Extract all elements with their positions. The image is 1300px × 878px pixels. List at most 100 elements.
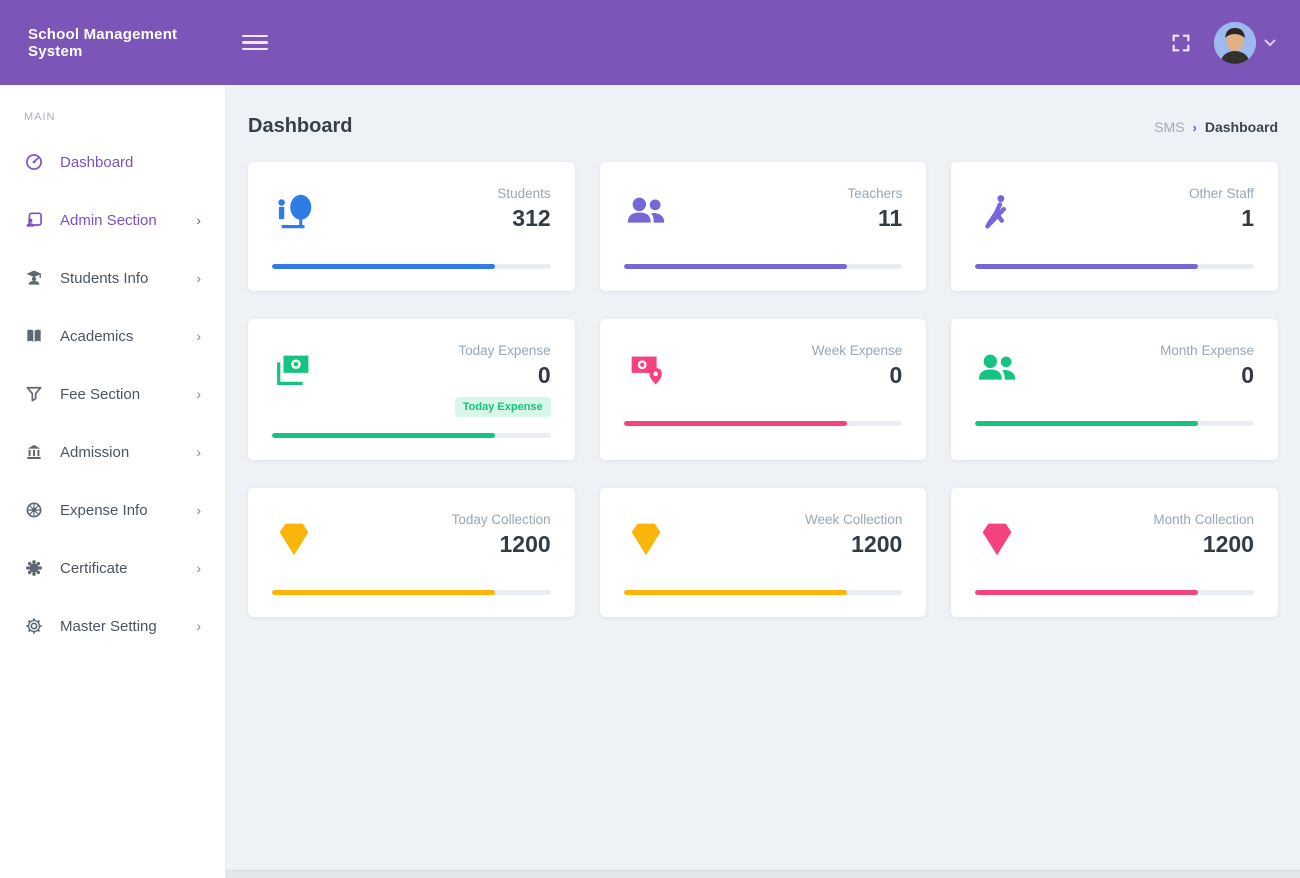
- chevron-right-icon: ›: [196, 212, 201, 228]
- stat-card-other-staff: Other Staff 1: [951, 162, 1278, 291]
- menu-toggle-icon[interactable]: [242, 34, 268, 51]
- chevron-right-icon: ›: [196, 502, 201, 518]
- user-avatar[interactable]: [1214, 21, 1256, 64]
- sidebar-item-label: Admin Section: [60, 211, 157, 229]
- stat-card-students: Students 312: [248, 162, 575, 291]
- people-icon: [624, 190, 670, 236]
- sidebar-item-admin-section[interactable]: Admin Section ›: [0, 191, 225, 249]
- sidebar-item-label: Fee Section: [60, 385, 141, 403]
- sidebar-item-fee-section[interactable]: Fee Section ›: [0, 365, 225, 423]
- progress-fill: [975, 264, 1199, 269]
- stat-card-week-collection: Week Collection 1200: [599, 488, 927, 617]
- stat-value: 1200: [1202, 531, 1254, 557]
- stat-value: 0: [537, 362, 551, 388]
- stat-value: 1200: [499, 531, 551, 557]
- progress-track: [623, 421, 903, 426]
- stat-label: Week Collection: [805, 512, 903, 527]
- funnel-icon: [24, 384, 44, 404]
- chevron-right-icon: ›: [196, 618, 201, 634]
- dashboard-icon: [24, 152, 44, 172]
- presenter-icon: [272, 190, 318, 236]
- stat-card-week-expense: Week Expense 0: [599, 319, 927, 460]
- stat-value: 1: [1241, 205, 1254, 231]
- money-pin-icon: [624, 347, 670, 393]
- chevron-down-icon: [1264, 39, 1276, 46]
- breadcrumb: SMS › Dashboard: [1154, 119, 1278, 135]
- progress-fill: [975, 421, 1199, 426]
- sidebar-item-certificate[interactable]: Certificate ›: [0, 539, 225, 597]
- diamond-icon: [272, 516, 318, 562]
- progress-fill: [272, 264, 495, 269]
- stat-card-today-collection: Today Collection 1200: [248, 488, 575, 617]
- people-icon: [975, 347, 1021, 393]
- progress-fill: [623, 590, 847, 595]
- seal-icon: [24, 558, 44, 578]
- stat-value: 312: [512, 205, 551, 231]
- chevron-right-icon: ›: [196, 386, 201, 402]
- chevron-right-icon: ›: [196, 328, 201, 344]
- stat-label: Month Expense: [1160, 343, 1254, 358]
- diamond-icon: [624, 516, 670, 562]
- breadcrumb-current: Dashboard: [1204, 119, 1278, 135]
- sidebar-item-dashboard[interactable]: Dashboard: [0, 133, 225, 191]
- stat-label: Week Expense: [811, 343, 903, 358]
- progress-track: [272, 433, 551, 438]
- money-icon: [272, 347, 318, 393]
- stat-value: 0: [889, 362, 903, 388]
- building-icon: [24, 442, 44, 462]
- sidebar-item-master-setting[interactable]: Master Setting ›: [0, 597, 225, 655]
- sidebar-item-label: Expense Info: [60, 501, 148, 519]
- admin-icon: [24, 210, 44, 230]
- sidebar-item-students-info[interactable]: Students Info ›: [0, 249, 225, 307]
- page-title: Dashboard: [248, 115, 353, 137]
- sidebar-item-admission[interactable]: Admission ›: [0, 423, 225, 481]
- main-content: Dashboard SMS › Dashboard: [226, 85, 1300, 878]
- sidebar-item-expense-info[interactable]: Expense Info ›: [0, 481, 225, 539]
- progress-track: [623, 264, 903, 269]
- progress-fill: [975, 590, 1199, 595]
- progress-fill: [272, 590, 495, 595]
- progress-track: [272, 590, 551, 595]
- diamond-icon: [975, 516, 1021, 562]
- student-icon: [24, 268, 44, 288]
- sidebar-item-label: Academics: [60, 327, 134, 345]
- chevron-right-icon: ›: [196, 560, 201, 576]
- stat-value: 11: [878, 205, 903, 231]
- progress-track: [623, 590, 903, 595]
- stat-card-month-expense: Month Expense 0: [951, 319, 1278, 460]
- stat-value: 1200: [851, 531, 903, 557]
- sidebar-item-label: Students Info: [60, 269, 149, 287]
- breadcrumb-separator-icon: ›: [1192, 119, 1197, 135]
- sidebar-item-label: Dashboard: [60, 153, 134, 171]
- progress-fill: [623, 421, 847, 426]
- book-icon: [24, 326, 44, 346]
- stat-value: 0: [1241, 362, 1254, 388]
- stat-label: Today Expense: [458, 343, 551, 358]
- chevron-right-icon: ›: [196, 270, 201, 286]
- stat-label: Other Staff: [1188, 186, 1254, 201]
- stat-label: Month Collection: [1153, 512, 1254, 527]
- stat-label: Today Collection: [451, 512, 551, 527]
- sidebar-item-academics[interactable]: Academics ›: [0, 307, 225, 365]
- app-title: School Management System: [28, 25, 178, 60]
- gear-icon: [24, 616, 44, 636]
- status-badge: Today Expense: [454, 397, 551, 417]
- sidebar-item-label: Admission: [60, 443, 130, 461]
- stat-card-today-expense: Today Expense 0 Today Expense: [248, 319, 575, 460]
- app-header: School Management System: [0, 0, 1300, 85]
- user-menu[interactable]: [1214, 21, 1276, 64]
- stat-card-month-collection: Month Collection 1200: [951, 488, 1278, 617]
- stat-label: Teachers: [847, 186, 903, 201]
- progress-fill: [272, 433, 495, 438]
- stats-grid: Students 312 Teachers: [226, 144, 1300, 635]
- stat-card-teachers: Teachers 11: [599, 162, 927, 291]
- wheel-icon: [24, 500, 44, 520]
- progress-track: [975, 590, 1254, 595]
- progress-fill: [623, 264, 847, 269]
- progress-track: [272, 264, 551, 269]
- stat-label: Students: [497, 186, 551, 201]
- breadcrumb-root[interactable]: SMS: [1154, 119, 1185, 135]
- fullscreen-icon[interactable]: [1170, 32, 1192, 54]
- chevron-right-icon: ›: [196, 444, 201, 460]
- sidebar-item-label: Certificate: [60, 559, 128, 577]
